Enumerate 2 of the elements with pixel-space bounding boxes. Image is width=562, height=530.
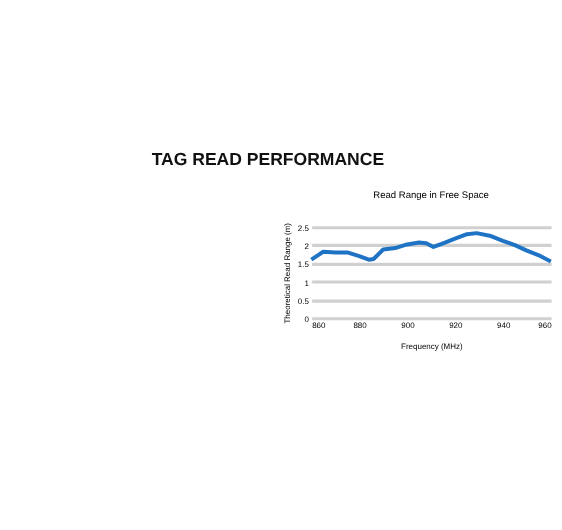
line-series — [309, 231, 553, 264]
chart-title: TAG READ PERFORMANCE — [151, 148, 385, 169]
